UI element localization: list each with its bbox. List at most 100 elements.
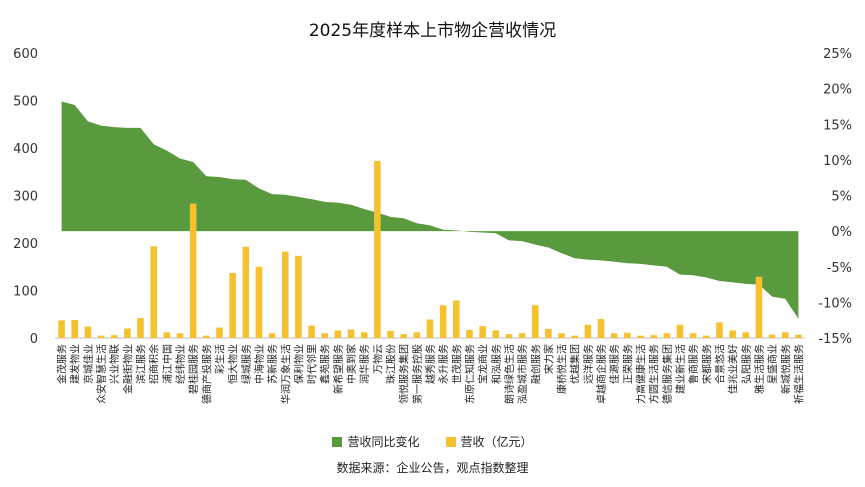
revenue-bar	[150, 246, 157, 338]
category-label: 保利物业	[292, 344, 305, 384]
category-label: 弘阳服务	[740, 344, 753, 384]
revenue-bar	[439, 305, 447, 338]
category-label: 第一服务控股	[411, 344, 424, 404]
revenue-bar	[229, 272, 236, 338]
revenue-bar	[374, 160, 381, 338]
right-tick-label: -15%	[818, 332, 852, 347]
category-label: 佳兆业美好	[727, 344, 740, 394]
revenue-bar	[466, 329, 473, 338]
category-label: 世茂服务	[450, 344, 463, 384]
revenue-bar	[663, 333, 671, 338]
source-note: 数据来源：企业公告，观点指数整理	[336, 461, 529, 475]
revenue-bar	[163, 332, 171, 338]
category-label: 苏新服务	[266, 344, 279, 384]
category-label: 东原仁知服务	[463, 344, 476, 404]
category-label: 众安智慧生活	[95, 344, 108, 404]
left-tick-label: 0	[30, 332, 38, 347]
left-tick-label: 600	[13, 47, 38, 62]
category-label: 康桥悦生活	[556, 344, 569, 394]
revenue-bar	[716, 322, 723, 338]
revenue-bar	[571, 335, 579, 338]
revenue-bar	[729, 330, 736, 338]
category-label: 领悦服务集团	[398, 344, 411, 404]
legend-label-revenue: 营收（亿元）	[460, 435, 533, 449]
right-tick-label: -10%	[818, 296, 852, 311]
left-tick-label: 500	[13, 95, 38, 110]
revenue-bar	[97, 335, 105, 338]
left-tick-label: 100	[13, 285, 38, 300]
category-label: 德信服务集团	[661, 344, 674, 404]
revenue-bar	[505, 334, 513, 338]
revenue-bar	[768, 334, 776, 338]
revenue-bar	[689, 333, 697, 338]
revenue-bar	[742, 332, 750, 338]
revenue-bar	[492, 330, 500, 338]
x-axis-labels: 金茂服务 建发物业 京城佳业 众安智慧生活 兴业物联 金融街物业 滨江服务 招商积余 浦江中国经…	[56, 344, 806, 404]
revenue-bar	[413, 332, 421, 338]
category-label: 彩生活	[213, 344, 226, 374]
category-label: 卓越商企服务	[595, 344, 608, 404]
legend-swatch-revenue	[445, 436, 456, 447]
category-label: 浦江中国	[161, 344, 174, 384]
category-label: 碧桂园服务	[187, 344, 200, 394]
revenue-bar	[584, 324, 592, 338]
legend-label-growth: 营收同比变化	[347, 435, 420, 449]
revenue-bar	[110, 335, 118, 338]
category-label: 经纬物业	[174, 344, 187, 384]
legend-swatch-growth	[332, 436, 343, 447]
category-label: 星盛商业	[766, 344, 779, 384]
category-label: 时代邻里	[306, 344, 319, 384]
revenue-bar	[268, 333, 276, 338]
category-label: 珠江股份	[385, 344, 398, 384]
revenue-bar	[703, 335, 710, 338]
growth-area-layer	[61, 101, 799, 319]
right-tick-label: 0%	[831, 225, 852, 240]
category-label: 中海物业	[253, 344, 266, 384]
revenue-bar	[387, 330, 394, 338]
revenue-bar	[321, 333, 329, 338]
revenue-bar	[71, 319, 79, 338]
revenue-bar	[242, 246, 250, 338]
revenue-bar	[479, 326, 486, 338]
revenue-bar	[189, 203, 197, 338]
category-label: 融创服务	[529, 344, 542, 384]
category-label: 合景悠活	[713, 344, 726, 384]
category-label: 宋力家	[542, 344, 555, 374]
revenue-bar	[203, 335, 210, 338]
revenue-bar	[650, 335, 657, 338]
legend-item-growth: 营收同比变化	[332, 433, 420, 450]
category-label: 正荣服务	[621, 344, 634, 384]
revenue-bar	[545, 328, 552, 338]
revenue-bar	[624, 332, 631, 338]
legend-item-revenue: 营收（亿元）	[445, 433, 533, 450]
category-label: 远洋服务	[582, 344, 595, 384]
category-label: 建业新生活	[674, 344, 687, 394]
revenue-bar	[795, 334, 802, 338]
revenue-bar	[637, 335, 644, 338]
revenue-bar	[755, 276, 763, 338]
revenue-bar	[255, 266, 263, 338]
category-label: 优越集团	[569, 344, 582, 384]
category-label: 宋都服务	[700, 344, 713, 384]
revenue-bar	[676, 324, 684, 338]
category-label: 越秀服务	[424, 344, 437, 384]
revenue-bar-layer	[58, 160, 802, 338]
revenue-bar	[281, 251, 289, 338]
left-axis-ticks: 0 100 200 300 400 500 600	[13, 47, 38, 347]
category-label: 润华服务	[358, 344, 371, 384]
revenue-bar	[295, 255, 302, 338]
category-label: 中奥到家	[345, 344, 358, 384]
revenue-bar	[176, 333, 184, 338]
category-label: 招商积余	[148, 344, 161, 384]
category-label: 兴业物联	[108, 344, 121, 384]
right-tick-label: -5%	[827, 261, 852, 276]
category-label: 和泓服务	[490, 344, 503, 384]
revenue-bar	[334, 330, 342, 338]
category-label: 鑫苑服务	[319, 344, 332, 384]
category-label: 德商产投服务	[200, 344, 213, 404]
right-tick-label: 25%	[823, 47, 852, 62]
category-label: 金茂服务	[56, 344, 69, 384]
category-label: 建发物业	[69, 344, 82, 384]
right-tick-label: 10%	[823, 154, 852, 169]
